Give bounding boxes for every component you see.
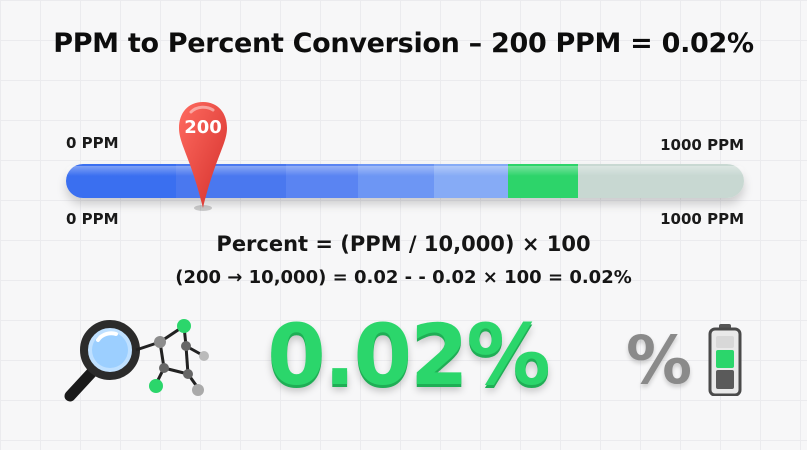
formula-line-2: (200 → 10,000) = 0.02 - - 0.02 × 100 = 0… — [175, 267, 632, 288]
marker-value-label: 200 — [184, 117, 222, 138]
marker-pin-icon — [179, 102, 227, 211]
scale-segment — [358, 164, 434, 198]
scale-min-bottom-label: 0 PPM — [66, 210, 119, 228]
scale-max-top-label: 1000 PPM — [660, 136, 744, 154]
percent-symbol-icon: % — [626, 322, 693, 399]
scale-max-bottom-label: 1000 PPM — [660, 210, 744, 228]
page-title: PPM to Percent Conversion – 200 PPM = 0.… — [53, 28, 754, 59]
scale-min-top-label: 0 PPM — [66, 134, 119, 152]
scale-segment — [434, 164, 508, 198]
result-value: 0.02% — [267, 306, 550, 404]
battery-icon — [708, 324, 742, 396]
magnifier-molecule-icon — [64, 319, 209, 402]
scale-segment — [508, 164, 578, 198]
ppm-scale-bar — [66, 164, 744, 198]
scale-segment — [578, 164, 744, 198]
formula-line-1: Percent = (PPM / 10,000) × 100 — [216, 232, 591, 256]
scale-segment — [66, 164, 176, 198]
scale-segment — [286, 164, 358, 198]
